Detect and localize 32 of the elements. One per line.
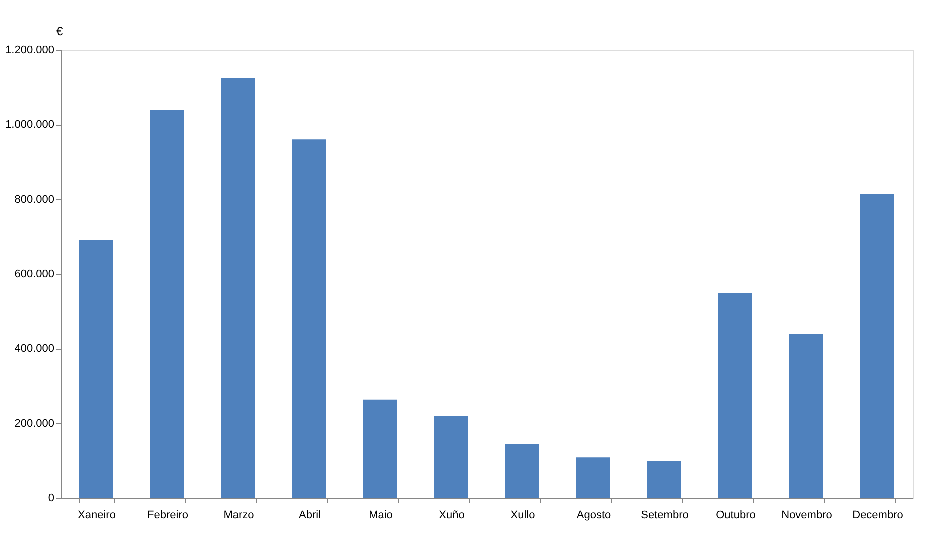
x-tick-label: Abril [298, 510, 322, 522]
y-tick-label: 400.000 [14, 343, 54, 356]
y-tick-label: 0 [48, 492, 54, 504]
bar [718, 293, 752, 498]
x-tick-label: Agosto [576, 510, 612, 522]
x-tick-label: Outubro [716, 510, 756, 522]
x-tick-label: Maio [369, 510, 393, 522]
bar [364, 400, 398, 498]
x-tick-label: Xullo [510, 510, 536, 522]
y-tick-label: 1.200.000 [6, 44, 54, 56]
bar [80, 240, 114, 498]
x-tick-label: Febreiro [148, 510, 188, 522]
y-axis-title: € [56, 24, 64, 38]
x-tick-label: Decembro [852, 510, 904, 522]
bar [292, 140, 326, 498]
x-tick-label: Novembro [782, 510, 832, 522]
bar [860, 194, 894, 498]
bar [150, 110, 184, 498]
x-tick-label: Xuño [439, 510, 465, 522]
y-tick-label: 1.000.000 [6, 119, 54, 132]
bar [648, 461, 682, 498]
bar [576, 458, 610, 498]
y-tick-label: 600.000 [14, 268, 54, 280]
x-tick-label: Marzo [224, 510, 254, 522]
bar [506, 444, 540, 498]
bar [790, 334, 824, 498]
x-tick-label: Xaneiro [78, 510, 116, 522]
bar [434, 416, 468, 498]
bar [222, 78, 256, 498]
y-tick-label: 200.000 [14, 418, 54, 430]
x-tick-label: Setembro [641, 510, 689, 522]
y-tick-label: 800.000 [14, 194, 54, 206]
